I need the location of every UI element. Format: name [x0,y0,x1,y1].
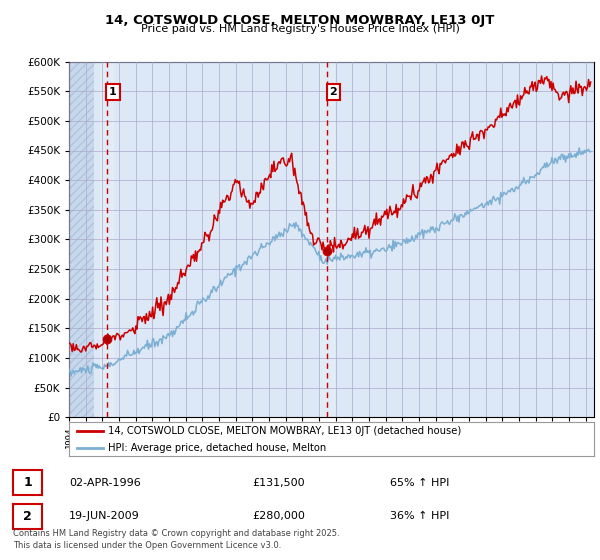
Text: 65% ↑ HPI: 65% ↑ HPI [390,478,449,488]
Text: 02-APR-1996: 02-APR-1996 [69,478,141,488]
Text: 19-JUN-2009: 19-JUN-2009 [69,511,140,521]
Text: 36% ↑ HPI: 36% ↑ HPI [390,511,449,521]
Text: Contains HM Land Registry data © Crown copyright and database right 2025.
This d: Contains HM Land Registry data © Crown c… [13,529,340,550]
Bar [69,62,94,417]
Text: 14, COTSWOLD CLOSE, MELTON MOWBRAY, LE13 0JT (detached house): 14, COTSWOLD CLOSE, MELTON MOWBRAY, LE13… [109,426,461,436]
Text: £131,500: £131,500 [252,478,305,488]
Text: HPI: Average price, detached house, Melton: HPI: Average price, detached house, Melt… [109,443,326,452]
Text: 14, COTSWOLD CLOSE, MELTON MOWBRAY, LE13 0JT: 14, COTSWOLD CLOSE, MELTON MOWBRAY, LE13… [106,14,494,27]
Text: 2: 2 [23,510,32,523]
Bar [320,62,334,417]
Text: 2: 2 [329,87,337,97]
Bar [100,62,113,417]
Text: 1: 1 [109,87,117,97]
Text: 1: 1 [23,476,32,489]
Text: £280,000: £280,000 [252,511,305,521]
Text: Price paid vs. HM Land Registry's House Price Index (HPI): Price paid vs. HM Land Registry's House … [140,24,460,34]
